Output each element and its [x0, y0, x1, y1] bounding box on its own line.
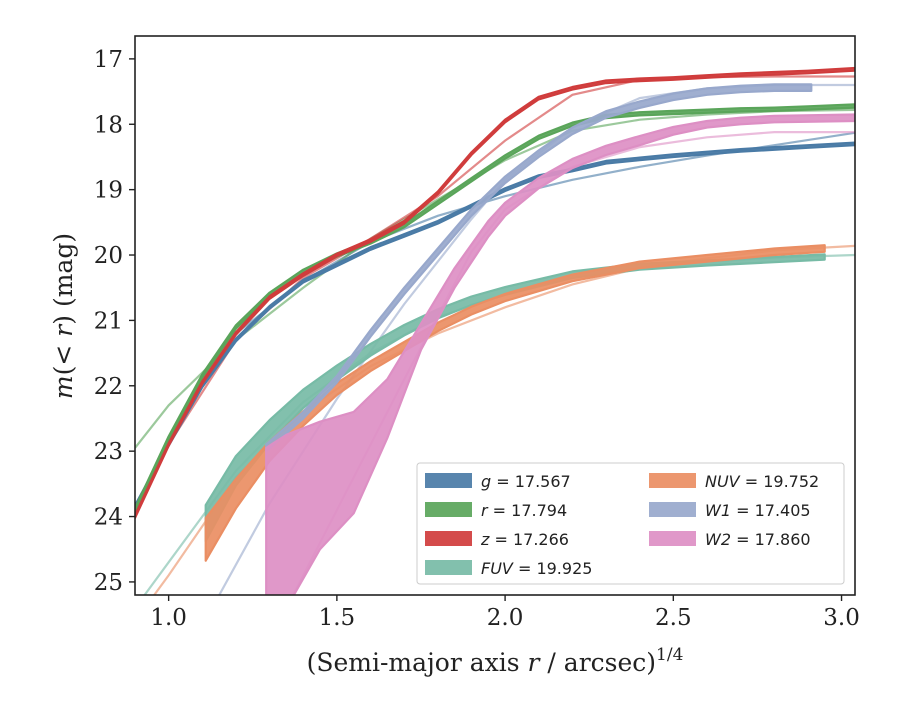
y-axis-label: m(< r) (mag): [49, 233, 78, 399]
legend-swatch: [425, 531, 472, 546]
data-bands: [135, 66, 855, 595]
legend-swatch: [649, 502, 696, 517]
data-band-w2: [265, 113, 855, 595]
y-tick-label: 18: [94, 112, 123, 138]
legend-item-w2: W2 = 17.860: [649, 530, 811, 549]
y-axis: 17 18 19 20 21 22 23 24 25: [94, 47, 135, 596]
legend-item-z: z = 17.266: [425, 530, 569, 549]
legend-swatch: [425, 473, 472, 488]
legend-item-g: g = 17.567: [425, 472, 571, 491]
legend-item-fuv: FUV = 19.925: [425, 559, 592, 578]
model-curve-r: [135, 108, 855, 449]
legend-label: NUV = 19.752: [705, 472, 819, 491]
y-tick-label: 22: [94, 374, 123, 400]
legend: g = 17.567 r = 17.794 z = 17.266 FUV = 19.9…: [416, 462, 845, 585]
legend-label: r = 17.794: [481, 501, 567, 520]
data-band-z: [135, 66, 855, 519]
legend-item-nuv: NUV = 19.752: [649, 472, 819, 491]
x-tick-label: 3.0: [823, 605, 860, 631]
data-band-w1: [265, 83, 813, 453]
legend-label: W2 = 17.860: [705, 530, 811, 549]
data-band-g: [135, 141, 855, 510]
x-tick-label: 2.5: [655, 605, 692, 631]
x-axis: 1.0 1.5 2.0 2.5 3.0: [150, 595, 860, 631]
data-band-nuv: [204, 244, 826, 562]
y-tick-label: 17: [94, 47, 123, 73]
legend-label: z = 17.266: [480, 530, 569, 549]
legend-item-w1: W1 = 17.405: [649, 501, 811, 520]
x-tick-label: 1.0: [150, 605, 187, 631]
legend-label: FUV = 19.925: [481, 559, 592, 578]
y-tick-label: 20: [94, 243, 123, 269]
x-axis-label: (Semi-major axis r / arcsec)1/4: [307, 645, 684, 677]
legend-swatch: [649, 473, 696, 488]
x-tick-label: 1.5: [319, 605, 356, 631]
legend-swatch: [649, 531, 696, 546]
legend-swatch: [425, 502, 472, 517]
legend-label: W1 = 17.405: [705, 501, 811, 520]
x-tick-label: 2.0: [487, 605, 524, 631]
legend-label: g = 17.567: [481, 472, 571, 491]
legend-swatch: [425, 560, 472, 575]
plot-frame: [134, 35, 856, 596]
y-tick-label: 23: [94, 439, 123, 465]
legend-item-r: r = 17.794: [425, 501, 567, 520]
y-tick-label: 19: [94, 178, 123, 204]
y-tick-label: 25: [94, 570, 123, 596]
y-tick-label: 24: [94, 505, 123, 531]
y-tick-label: 21: [94, 308, 123, 334]
legend-frame: [416, 462, 845, 585]
